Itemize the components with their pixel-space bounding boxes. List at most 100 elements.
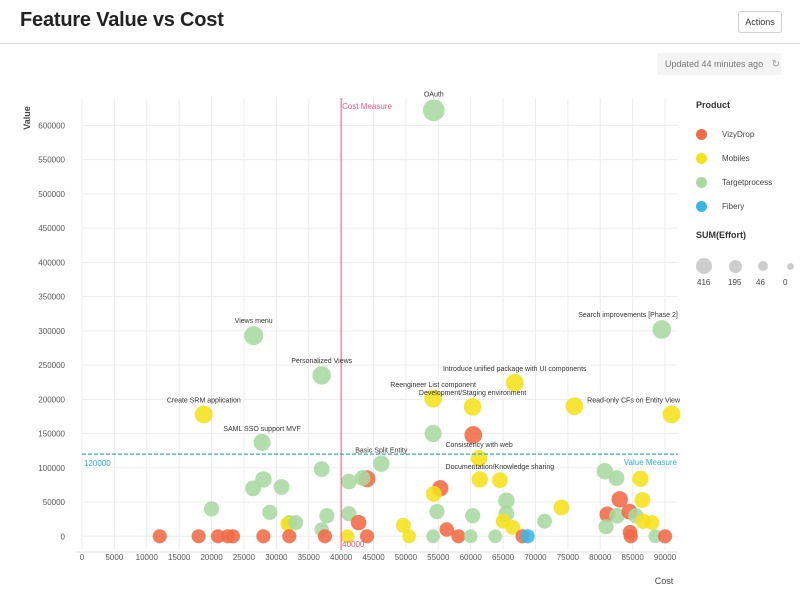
- data-point: [313, 461, 330, 478]
- point-label: Development/Staging environment: [419, 390, 526, 397]
- data-point: [537, 513, 552, 529]
- data-point: [210, 529, 226, 544]
- y-tick-label: 450000: [38, 224, 65, 233]
- x-tick-label: 55000: [427, 553, 450, 562]
- data-point: [340, 529, 355, 544]
- legend-swatch: [696, 176, 707, 188]
- x-tick-label: 10000: [136, 553, 159, 562]
- data-point: [657, 529, 673, 544]
- y-tick-label: 200000: [38, 395, 65, 404]
- data-point: [652, 320, 672, 339]
- data-point: [608, 470, 625, 487]
- legend-item-vizydrop[interactable]: VizyDrop: [696, 122, 796, 146]
- cost-measure-label: Cost Measure: [342, 102, 392, 111]
- x-tick-label: 20000: [200, 553, 223, 562]
- data-point: [317, 529, 333, 544]
- y-tick-label: 500000: [38, 190, 65, 199]
- data-point: [152, 529, 167, 544]
- page-title: Feature Value vs Cost: [20, 9, 224, 31]
- refresh-icon[interactable]: ↻: [771, 59, 780, 70]
- legend-swatch: [696, 152, 707, 164]
- point-label: Reengineer List component: [390, 382, 476, 389]
- data-point: [359, 529, 375, 544]
- point-label: Documentation/Knowledge sharing: [446, 464, 555, 471]
- legend-label: VizyDrop: [722, 129, 755, 139]
- actions-button[interactable]: Actions: [738, 11, 782, 33]
- data-point: [505, 519, 521, 535]
- data-point: [312, 366, 331, 385]
- data-point: [632, 470, 649, 487]
- x-tick-label: 90000: [654, 553, 677, 562]
- data-point: [191, 529, 206, 544]
- y-tick-label: 400000: [38, 258, 65, 267]
- point-label: Create SRM application: [167, 397, 241, 404]
- data-point: [253, 433, 271, 452]
- y-tick-label: 100000: [38, 464, 65, 473]
- data-point: [498, 492, 515, 509]
- x-axis-title: Cost: [655, 576, 674, 586]
- data-point: [634, 492, 651, 508]
- legend-swatch: [696, 128, 707, 140]
- size-legend-label: 416: [697, 278, 711, 287]
- data-point: [402, 529, 417, 544]
- legend-item-targetprocess[interactable]: Targetprocess: [696, 170, 796, 194]
- y-tick-label: 300000: [38, 327, 65, 336]
- legend-label: Targetprocess: [722, 177, 773, 187]
- x-tick-label: 30000: [265, 553, 288, 562]
- legend-item-mobiles[interactable]: Mobiles: [696, 146, 796, 170]
- data-point: [203, 501, 220, 517]
- x-tick-label: 80000: [589, 553, 612, 562]
- legend-title: Product: [696, 100, 731, 110]
- scatter-chart: 0 5000 10000 15000 20000 25000 30000 35000 40000…: [22, 91, 681, 586]
- data-point: [422, 99, 445, 122]
- size-legend-circle: [728, 259, 742, 273]
- value-measure-value: 120000: [84, 459, 111, 468]
- size-legend-title: SUM(Effort): [696, 230, 746, 240]
- updated-status: Updated 44 minutes ago ↻: [657, 53, 781, 75]
- legend-items: VizyDrop Mobiles Targetprocess Fibery: [696, 122, 796, 218]
- updated-text: Updated 44 minutes ago: [665, 59, 764, 69]
- data-point: [491, 472, 508, 489]
- y-tick-label: 0: [61, 532, 66, 541]
- data-point: [609, 507, 626, 524]
- data-point: [273, 479, 290, 495]
- legend-label: Mobiles: [722, 153, 750, 163]
- value-measure-label: Value Measure: [624, 458, 678, 467]
- y-tick-label: 600000: [38, 121, 65, 130]
- legend-item-fibery[interactable]: Fibery: [696, 194, 796, 218]
- legend-swatch: [696, 200, 707, 212]
- point-label: Views menu: [235, 318, 273, 325]
- data-point: [463, 398, 482, 416]
- data-point: [350, 514, 367, 531]
- x-tick-label: 5000: [105, 553, 123, 562]
- y-tick-label: 550000: [38, 156, 65, 165]
- data-point: [354, 470, 371, 487]
- data-point: [244, 326, 264, 346]
- data-point: [288, 515, 304, 531]
- data-point: [611, 491, 628, 508]
- data-point: [520, 529, 535, 544]
- legend: Product VizyDrop Mobiles Targetprocess Fibe…: [696, 100, 796, 298]
- x-tick-label: 40000: [330, 553, 353, 562]
- data-point: [262, 504, 278, 520]
- data-point: [471, 471, 488, 488]
- data-point: [465, 508, 481, 524]
- cost-measure-value: 40000: [342, 540, 365, 549]
- legend-label: Fibery: [722, 201, 745, 211]
- x-tick-label: 0: [80, 553, 85, 562]
- data-point: [662, 405, 681, 424]
- data-point: [596, 463, 613, 480]
- data-point: [505, 373, 524, 392]
- data-point: [488, 529, 503, 544]
- data-point: [463, 529, 478, 544]
- size-legend-circle: [786, 262, 794, 270]
- size-legend-circle: [758, 261, 768, 271]
- data-point: [373, 455, 390, 472]
- x-tick-label: 65000: [492, 553, 515, 562]
- point-label: Basic Split Entity: [355, 448, 408, 455]
- data-point: [426, 529, 440, 544]
- point-label: Search improvements [Phase 2]: [578, 312, 678, 319]
- data-point: [464, 426, 483, 444]
- point-label: Introduce unified package with UI compon…: [443, 366, 587, 373]
- y-tick-label: 150000: [38, 430, 65, 439]
